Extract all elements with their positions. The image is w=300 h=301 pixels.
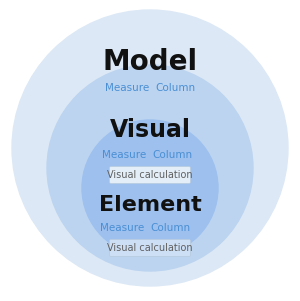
- Text: Column: Column: [150, 223, 190, 233]
- FancyBboxPatch shape: [110, 240, 190, 256]
- Text: Visual calculation: Visual calculation: [107, 170, 193, 180]
- Circle shape: [82, 120, 218, 256]
- Text: Visual calculation: Visual calculation: [107, 243, 193, 253]
- Text: Column: Column: [152, 150, 192, 160]
- Text: Measure: Measure: [105, 83, 149, 93]
- Text: Visual: Visual: [110, 118, 190, 142]
- Text: Column: Column: [155, 83, 195, 93]
- Circle shape: [12, 10, 288, 286]
- Text: Measure: Measure: [100, 223, 144, 233]
- Text: Model: Model: [102, 48, 198, 76]
- Text: Element: Element: [99, 195, 201, 215]
- Text: Measure: Measure: [102, 150, 146, 160]
- Circle shape: [47, 65, 253, 271]
- FancyBboxPatch shape: [110, 166, 190, 184]
